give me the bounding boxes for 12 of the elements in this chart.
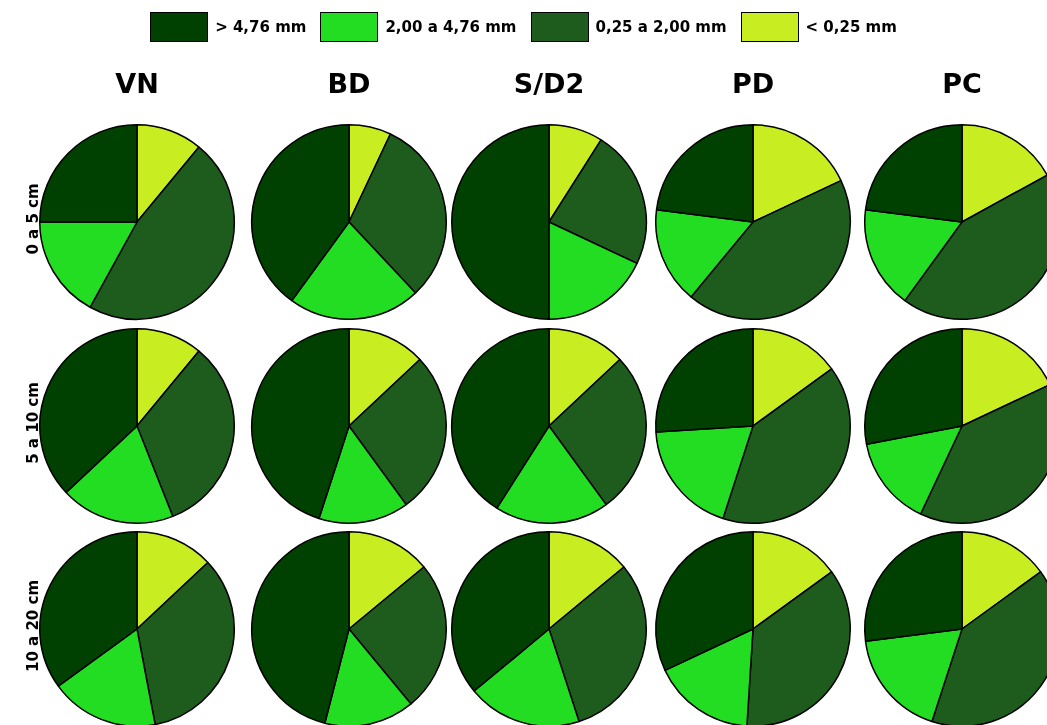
text: 5 a 10 cm — [24, 381, 42, 466]
text: 10 a 20 cm — [24, 578, 42, 675]
legend-label: < 0,25 mm — [805, 18, 897, 36]
legend-label: 2,00 a 4,76 mm — [385, 18, 517, 36]
legend-label: > 4,76 mm — [215, 18, 307, 36]
chart-title: PD — [730, 68, 776, 99]
chart-title: BD — [326, 68, 372, 99]
legend-label: 0,25 a 2,00 mm — [595, 18, 727, 36]
chart-title: S/D2 — [512, 68, 586, 99]
text: VN — [114, 68, 160, 99]
chart-title: PC — [941, 68, 983, 99]
text: 0 a 5 cm — [24, 182, 42, 257]
